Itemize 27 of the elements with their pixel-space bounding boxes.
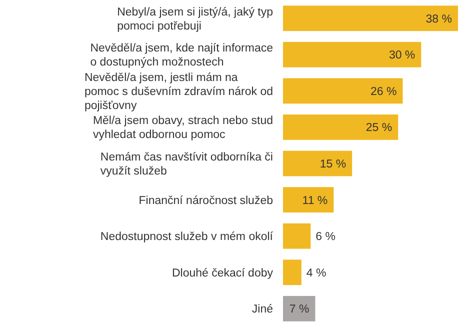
bar <box>283 260 302 286</box>
bar <box>283 296 316 322</box>
y-tick-label: Nedostupnost služeb v mém okolí <box>100 231 274 244</box>
data-label: 6 % <box>316 231 336 244</box>
y-tick-label: Nevěděl/a jsem, kde najít informace o dostupných možnostech <box>90 42 274 69</box>
bar <box>283 114 398 140</box>
data-label: 15 % <box>320 158 346 171</box>
data-label: 38 % <box>426 13 452 26</box>
bar <box>283 6 458 32</box>
bar <box>283 150 352 176</box>
data-label: 25 % <box>366 122 392 134</box>
bar <box>283 42 422 68</box>
y-tick-label: Nebyl/a jsem si jistý/á, jaký typ pomoci potřebuji <box>117 6 273 32</box>
y-tick-label: Finanční náročnost služeb <box>138 194 273 207</box>
y-tick-label: Dlouhé čekací doby <box>172 267 274 280</box>
y-tick-label: Nemám čas navštívit odborníka či využít služeb <box>100 152 274 178</box>
bar <box>283 187 334 212</box>
y-tick-label: Nevěděl/a jsem, jestli mám na pomoc s duševním zdravím nárok od pojišťovny <box>84 72 274 112</box>
data-label: 7 % <box>289 304 310 316</box>
y-tick-label: Jiné <box>252 304 273 316</box>
data-label: 11 % <box>302 194 328 207</box>
bar <box>283 223 311 249</box>
data-label: 4 % <box>306 267 326 280</box>
bar <box>283 78 403 104</box>
y-tick-label: Měl/a jsem obavy, strach nebo stud vyhledat odbornou pomoc <box>92 115 274 142</box>
data-label: 26 % <box>370 86 397 98</box>
data-label: 30 % <box>388 50 416 62</box>
